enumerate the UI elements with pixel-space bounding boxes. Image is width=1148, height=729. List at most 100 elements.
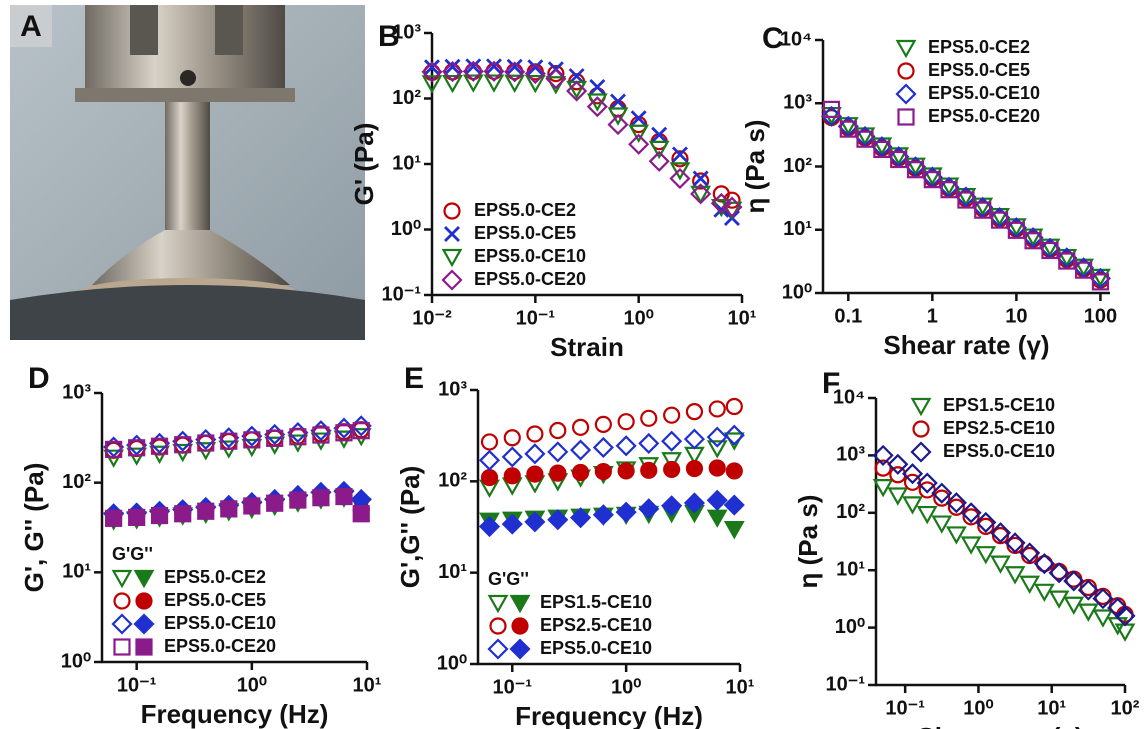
y-tick-label: 10³ xyxy=(392,21,421,43)
y-tick-label: 10² xyxy=(392,87,421,109)
legend-marker xyxy=(912,420,930,438)
point-filled xyxy=(594,462,612,481)
point-filled xyxy=(480,468,499,487)
point xyxy=(887,453,909,475)
legend-label: EPS5.0-CE20 xyxy=(928,106,1040,126)
y-tick-label: 10³ xyxy=(783,92,812,114)
x-tick-label: 10⁰ xyxy=(624,307,654,329)
point xyxy=(648,150,670,172)
x-tick-label: 10¹ xyxy=(726,676,755,698)
fixture-hole xyxy=(180,70,196,86)
series xyxy=(872,444,1136,627)
point xyxy=(1041,241,1059,260)
point xyxy=(822,100,841,118)
x-tick-label: 10⁻¹ xyxy=(516,307,556,329)
x-tick-label: 10 xyxy=(1005,305,1027,327)
point xyxy=(628,133,650,155)
point xyxy=(918,481,936,499)
point xyxy=(1033,583,1055,603)
point xyxy=(504,61,526,83)
point xyxy=(902,496,923,515)
legend-marker xyxy=(509,638,531,660)
point xyxy=(1114,605,1136,627)
x-tick-label: 10⁻² xyxy=(412,307,452,329)
point-filled xyxy=(570,507,592,529)
legend-marker xyxy=(910,441,932,463)
photo: A xyxy=(10,5,365,340)
point xyxy=(661,452,683,471)
point xyxy=(441,60,464,83)
y-tick-label: 10⁻¹ xyxy=(382,283,422,305)
point xyxy=(266,429,284,447)
legend-marker xyxy=(895,83,917,105)
point xyxy=(710,192,732,214)
point-filled xyxy=(105,509,123,527)
legend-label: EPS5.0-CE10 xyxy=(928,83,1040,103)
point-filled xyxy=(723,494,745,516)
point-filled xyxy=(243,497,261,515)
point xyxy=(421,61,443,83)
point-filled xyxy=(615,501,637,523)
legend-marker xyxy=(910,397,932,417)
point xyxy=(1004,566,1026,585)
legend-marker xyxy=(113,592,131,610)
point xyxy=(524,443,546,465)
point xyxy=(462,74,484,93)
point xyxy=(685,403,704,421)
legend-label: EPS5.0-CE20 xyxy=(164,636,276,656)
point xyxy=(820,105,843,127)
point xyxy=(617,413,635,431)
point xyxy=(669,167,691,190)
legend-label: EPS5.0-CE2 xyxy=(164,567,266,587)
x-axis-title: Frequency (Hz) xyxy=(141,699,329,729)
point-filled xyxy=(708,459,726,477)
legend-marker xyxy=(511,617,529,635)
y-tick-label: 10² xyxy=(62,471,91,493)
point xyxy=(1019,542,1041,564)
legend-marker xyxy=(895,39,917,59)
point xyxy=(1091,273,1110,291)
point xyxy=(901,463,924,485)
legend-title: G'G'' xyxy=(488,569,529,589)
point xyxy=(220,432,238,450)
y-tick-label: 10⁰ xyxy=(391,218,421,240)
point xyxy=(570,439,592,461)
point xyxy=(839,120,857,138)
point xyxy=(957,191,975,209)
y-tick-label: 10² xyxy=(783,155,812,177)
point xyxy=(128,439,146,457)
legend-marker xyxy=(487,594,509,614)
point xyxy=(933,489,951,507)
legend-marker xyxy=(444,226,460,242)
point xyxy=(547,64,565,83)
point xyxy=(1022,227,1044,249)
point xyxy=(661,430,683,452)
y-tick-label: 10³ xyxy=(836,444,865,466)
legend-label: EPS5.0-CE20 xyxy=(474,269,586,289)
point xyxy=(945,492,967,514)
point xyxy=(571,418,590,436)
y-axis-title: G' (Pa) xyxy=(349,123,379,206)
legend-label: EPS5.0-CE10 xyxy=(164,613,276,633)
point-filled xyxy=(128,508,146,526)
point xyxy=(592,436,614,458)
point-filled xyxy=(617,462,635,480)
point-filled xyxy=(571,463,590,482)
point xyxy=(568,68,585,85)
point xyxy=(566,80,588,102)
x-tick-label: 10⁻¹ xyxy=(117,674,157,696)
point xyxy=(462,60,484,82)
point xyxy=(640,409,658,427)
point xyxy=(706,440,728,459)
point xyxy=(989,522,1012,544)
point-filled xyxy=(524,511,546,533)
x-tick-label: 0.1 xyxy=(834,305,862,327)
point-filled xyxy=(547,509,569,531)
y-tick-label: 10¹ xyxy=(62,561,91,583)
point-filled xyxy=(220,500,238,518)
point xyxy=(960,536,982,555)
point xyxy=(975,511,997,533)
legend-marker xyxy=(443,202,461,220)
y-tick-label: 10⁻¹ xyxy=(826,673,866,695)
